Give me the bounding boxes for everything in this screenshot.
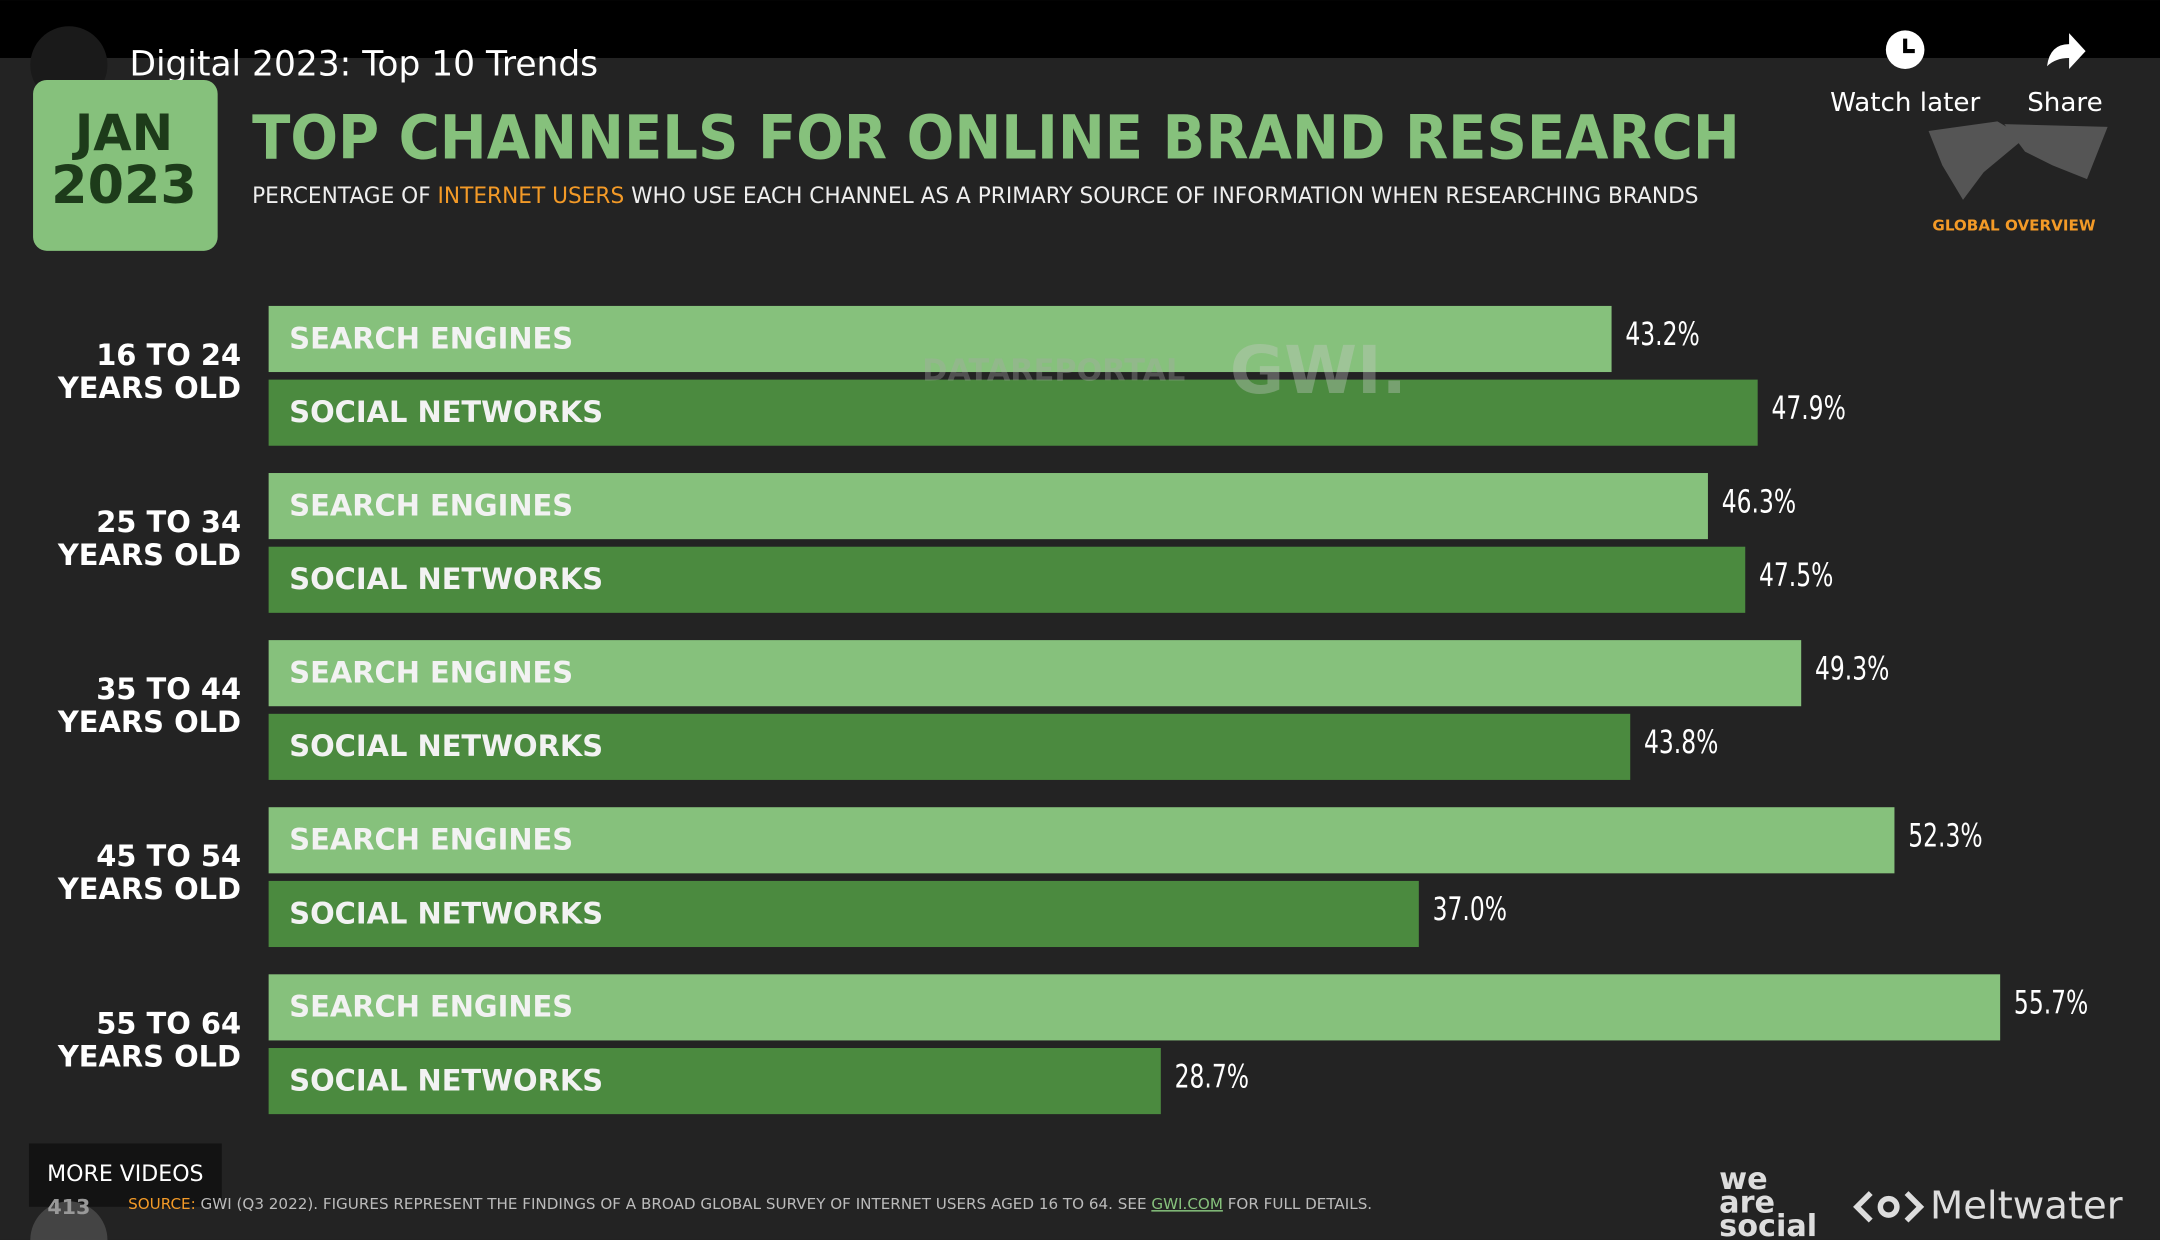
- logo-social: social: [1719, 1209, 1817, 1240]
- category-label: 35 TO 44 YEARS OLD: [57, 672, 241, 739]
- subtitle-end: WHO USE EACH CHANNEL AS A PRIMARY SOURCE…: [624, 184, 1698, 209]
- category-line: YEARS OLD: [57, 1039, 241, 1073]
- bar-series-label: SOCIAL NETWORKS: [289, 1063, 603, 1097]
- value-label: 28.7%: [1175, 1059, 1249, 1095]
- bar: [268, 1048, 1161, 1115]
- value-label: 43.8%: [1644, 725, 1718, 761]
- bar-series-label: SEARCH ENGINES: [289, 321, 573, 355]
- share-label[interactable]: Share: [2027, 88, 2102, 118]
- category-line: YEARS OLD: [57, 538, 241, 572]
- value-label: 46.3%: [1722, 484, 1796, 520]
- bar: [268, 807, 1895, 874]
- source-label: SOURCE:: [128, 1195, 196, 1213]
- logo-meltwater: Meltwater: [1930, 1184, 2123, 1229]
- badge-year: 2023: [51, 155, 197, 216]
- category-line: 25 TO 34: [96, 505, 241, 539]
- value-label: 49.3%: [1815, 651, 1889, 687]
- bar: [268, 379, 1758, 446]
- chart-subtitle: PERCENTAGE OF INTERNET USERS WHO USE EAC…: [252, 184, 1698, 209]
- source-end: FOR FULL DETAILS.: [1223, 1195, 1372, 1213]
- meltwater-icon-dot: [1877, 1195, 1900, 1218]
- source-text: GWI (Q3 2022). FIGURES REPRESENT THE FIN…: [196, 1195, 1152, 1213]
- bar-series-label: SEARCH ENGINES: [289, 488, 573, 522]
- top-bar: [0, 0, 2160, 58]
- source-note: SOURCE: GWI (Q3 2022). FIGURES REPRESENT…: [128, 1195, 1372, 1213]
- bar-series-label: SEARCH ENGINES: [289, 823, 573, 857]
- bar: [268, 640, 1802, 707]
- logo-are: are: [1719, 1186, 1775, 1221]
- value-label: 52.3%: [1908, 819, 1982, 855]
- category-line: 45 TO 54: [96, 839, 241, 873]
- badge-month: JAN: [72, 104, 173, 162]
- chart-title: TOP CHANNELS FOR ONLINE BRAND RESEARCH: [252, 104, 1740, 174]
- category-label: 16 TO 24 YEARS OLD: [57, 338, 241, 405]
- bar-series-label: SEARCH ENGINES: [289, 990, 573, 1024]
- bar: [268, 546, 1746, 613]
- category-line: 16 TO 24: [96, 338, 241, 372]
- watch-later-label[interactable]: Watch later: [1830, 88, 1980, 118]
- category-line: YEARS OLD: [57, 371, 241, 405]
- value-label: 47.9%: [1771, 391, 1845, 427]
- bar: [268, 713, 1631, 780]
- value-label: 47.5%: [1759, 558, 1833, 594]
- category-label: 55 TO 64 YEARS OLD: [57, 1006, 241, 1073]
- category-label: 25 TO 34 YEARS OLD: [57, 505, 241, 572]
- bar-series-label: SOCIAL NETWORKS: [289, 562, 603, 596]
- source-link[interactable]: GWI.COM: [1151, 1195, 1223, 1213]
- bar: [268, 305, 1612, 373]
- meltwater-icon: [1853, 1191, 1925, 1223]
- category-line: YEARS OLD: [57, 705, 241, 739]
- share-icon[interactable]: [2047, 33, 2086, 69]
- date-badge: [33, 80, 218, 251]
- category-label: 45 TO 54 YEARS OLD: [57, 839, 241, 906]
- bar-series-label: SOCIAL NETWORKS: [289, 896, 603, 930]
- value-label: 43.2%: [1625, 317, 1699, 353]
- more-videos-label[interactable]: MORE VIDEOS: [47, 1162, 203, 1187]
- bar-series-label: SOCIAL NETWORKS: [289, 729, 603, 763]
- page-number: 413: [47, 1195, 90, 1219]
- value-label: 37.0%: [1433, 892, 1507, 928]
- category-line: 35 TO 44: [96, 672, 241, 706]
- watermark-gwi: GWI.: [1230, 332, 1407, 409]
- subtitle-highlight: INTERNET USERS: [438, 184, 625, 209]
- category-line: YEARS OLD: [57, 872, 241, 906]
- page-badge: [30, 1201, 108, 1240]
- bar-series-label: SEARCH ENGINES: [289, 656, 573, 690]
- bar-series-label: SOCIAL NETWORKS: [289, 395, 603, 429]
- watermark-datareportal: DATAREPORTAL: [922, 354, 1185, 389]
- clock-hands: [1903, 38, 1915, 54]
- subtitle-start: PERCENTAGE OF: [252, 184, 437, 209]
- region-label: GLOBAL OVERVIEW: [1932, 217, 2095, 235]
- logo-we: we: [1719, 1162, 1768, 1197]
- bar: [268, 974, 2001, 1041]
- world-map: [1928, 121, 2108, 200]
- value-label: 55.7%: [2014, 986, 2088, 1022]
- category-line: 55 TO 64: [96, 1006, 241, 1040]
- more-videos-button[interactable]: [28, 1143, 222, 1207]
- video-title[interactable]: Digital 2023: Top 10 Trends: [129, 45, 598, 85]
- bar: [268, 880, 1419, 948]
- bar: [268, 473, 1708, 540]
